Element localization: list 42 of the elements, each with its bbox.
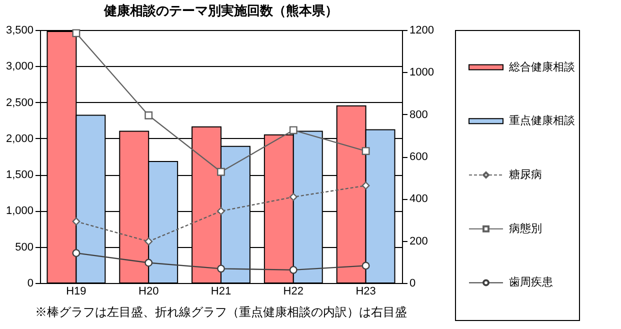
point [72, 29, 80, 38]
y-tick-label: 3,000 [6, 60, 34, 73]
legend-label: 歯周疾患 [509, 276, 553, 289]
y2-tick-label: 600 [410, 151, 428, 163]
point [217, 264, 225, 273]
y2-tick-label: 0 [410, 278, 416, 290]
y-tick-label: 0 [27, 278, 34, 290]
legend-label: 糖尿病 [509, 168, 542, 181]
point [289, 193, 298, 201]
x-tick-label: H23 [356, 286, 376, 298]
point [362, 182, 370, 190]
point [72, 217, 80, 226]
y2-tick-label: 800 [410, 108, 428, 121]
point [217, 207, 225, 216]
x-tick-label: H21 [210, 286, 232, 298]
point [72, 249, 80, 258]
y-tick-label: 2,500 [6, 96, 34, 109]
x-tick-label: H20 [138, 286, 159, 298]
text: ※棒グラフは左目盛、折れ線グラフ（重点健康相談の内訳）は右目盛 [35, 305, 407, 319]
point [217, 168, 225, 176]
legend-label: 重点健康相談 [509, 114, 575, 128]
y2-tick-label: 400 [410, 193, 428, 206]
y2-tick-label: 1200 [410, 24, 434, 36]
point [289, 266, 298, 274]
y-tick-label: 1,000 [6, 205, 34, 218]
legend-label: 総合健康相談 [508, 60, 575, 74]
point [144, 238, 153, 246]
y-tick-label: 500 [15, 241, 34, 254]
y-tick-label: 3,500 [6, 24, 34, 36]
point [362, 262, 370, 270]
x-tick-label: H19 [66, 286, 86, 298]
y-tick-label: 2,000 [6, 132, 34, 145]
chart-title: 健康相談のテーマ別実施回数（熊本県） [103, 3, 338, 18]
x-tick-label: H22 [283, 286, 304, 298]
legend-label: 病態別 [509, 222, 542, 235]
point [144, 258, 153, 267]
point [289, 126, 298, 134]
point [362, 147, 370, 155]
y2-tick-label: 1000 [410, 66, 434, 79]
y2-tick-label: 200 [410, 235, 428, 248]
y-tick-label: 1,500 [6, 169, 34, 182]
point [144, 111, 153, 120]
